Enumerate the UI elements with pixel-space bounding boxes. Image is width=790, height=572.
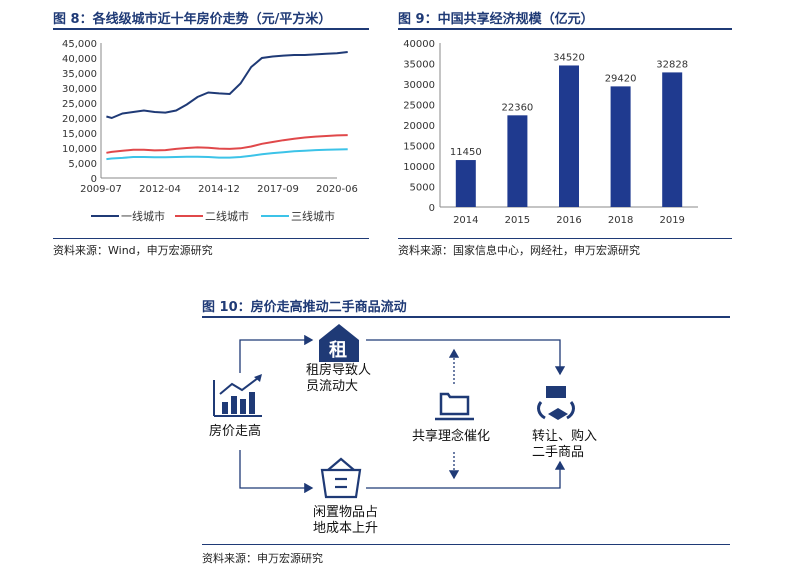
y-tick-label: 35,000: [62, 69, 97, 80]
bar-value-label: 22360: [501, 102, 533, 113]
y-tick-label: 20000: [403, 121, 435, 132]
legend-label: 一线城市: [121, 209, 165, 223]
bar: [507, 115, 528, 207]
fig9-title-rule: [398, 28, 732, 30]
y-tick-label: 5000: [410, 183, 435, 194]
share-label: 共享理念催化: [412, 429, 491, 444]
arrow-price-to-idle: [239, 450, 314, 494]
laptop-share-icon: [435, 392, 474, 421]
series-line: [106, 134, 348, 154]
x-tick-label: 2014: [453, 215, 478, 226]
fig9-title: 图 9：中国共享经济规模（亿元）: [398, 12, 594, 27]
arrow-idle-to-trade: [366, 460, 566, 489]
y-tick-label: 15,000: [62, 129, 97, 140]
x-tick-label: 2019: [659, 215, 684, 226]
x-tick-label: 2017-09: [257, 184, 299, 195]
series-line: [106, 148, 348, 161]
fig9-bottom-rule: [398, 238, 732, 239]
fig8-bottom-rule: [53, 238, 369, 239]
fig9-source: 资料来源：国家信息中心，网经社，申万宏源研究: [398, 244, 640, 257]
y-tick-label: 20,000: [62, 114, 97, 125]
y-tick-label: 25000: [403, 101, 435, 112]
arrow-rent-to-trade: [366, 339, 566, 376]
series-line: [106, 51, 348, 120]
bar-value-label: 32828: [656, 59, 688, 70]
y-tick-label: 0: [429, 203, 435, 214]
fig10-source: 资料来源：申万宏源研究: [202, 552, 323, 565]
trade-label-line1: 转让、购入: [532, 429, 598, 444]
x-tick-label: 2020-06: [316, 184, 358, 195]
fig10-title-rule: [202, 316, 730, 318]
arrow-price-to-rent: [239, 334, 314, 373]
y-tick-label: 25,000: [62, 99, 97, 110]
y-tick-label: 45,000: [62, 39, 97, 50]
y-tick-label: 0: [91, 174, 97, 185]
x-tick-label: 2016: [556, 215, 581, 226]
y-tick-label: 40,000: [62, 54, 97, 65]
idle-goods-icon: [320, 457, 362, 499]
fig8-title: 图 8：各线级城市近十年房价走势（元/平方米）: [53, 12, 332, 27]
x-tick-label: 2009-07: [80, 184, 122, 195]
exchange-icon: [537, 386, 575, 420]
y-tick-label: 30000: [403, 80, 435, 91]
legend-label: 三线城市: [291, 209, 335, 223]
bar-value-label: 34520: [553, 52, 585, 63]
y-tick-label: 30,000: [62, 84, 97, 95]
x-tick-label: 2014-12: [198, 184, 240, 195]
y-tick-label: 40000: [403, 39, 435, 50]
bar: [559, 65, 579, 207]
x-tick-label: 2018: [608, 215, 633, 226]
bar: [610, 86, 631, 207]
y-tick-label: 10,000: [62, 144, 97, 155]
fig10-bottom-rule: [202, 544, 730, 545]
y-tick-label: 10000: [403, 162, 435, 173]
trade-label-line2: 二手商品: [532, 445, 585, 460]
rent-icon-char: 租: [329, 340, 347, 361]
y-tick-label: 15000: [403, 142, 435, 153]
fig10-title: 图 10：房价走高推动二手商品流动: [202, 300, 407, 315]
x-tick-label: 2015: [505, 215, 530, 226]
rent-label-line1: 租房导致人: [306, 363, 372, 378]
fig8-title-rule: [53, 28, 369, 30]
sharing-economy-bar-chart: 0 5000 10000 15000 20000 25000 30000 35000 40000…: [403, 39, 698, 226]
rent-label-line2: 员流动大: [306, 379, 359, 394]
idle-label-line1: 闲置物品占: [313, 505, 379, 520]
bar: [662, 72, 683, 207]
bar-value-label: 29420: [605, 73, 637, 84]
idle-label-line2: 地成本上升: [313, 521, 379, 536]
bar-value-label: 11450: [450, 147, 482, 158]
y-tick-label: 35000: [403, 60, 435, 71]
x-tick-label: 2012-04: [139, 184, 181, 195]
fig8-source: 资料来源：Wind，申万宏源研究: [53, 244, 213, 257]
legend-label: 二线城市: [205, 209, 249, 223]
rising-chart-icon: [213, 374, 262, 417]
price-label: 房价走高: [209, 424, 262, 439]
y-tick-label: 5,000: [68, 159, 97, 170]
bar: [455, 160, 476, 207]
house-price-line-chart: 0 5,000 10,000 15,000 20,000 25,000 30,000 35,0…: [62, 39, 358, 223]
